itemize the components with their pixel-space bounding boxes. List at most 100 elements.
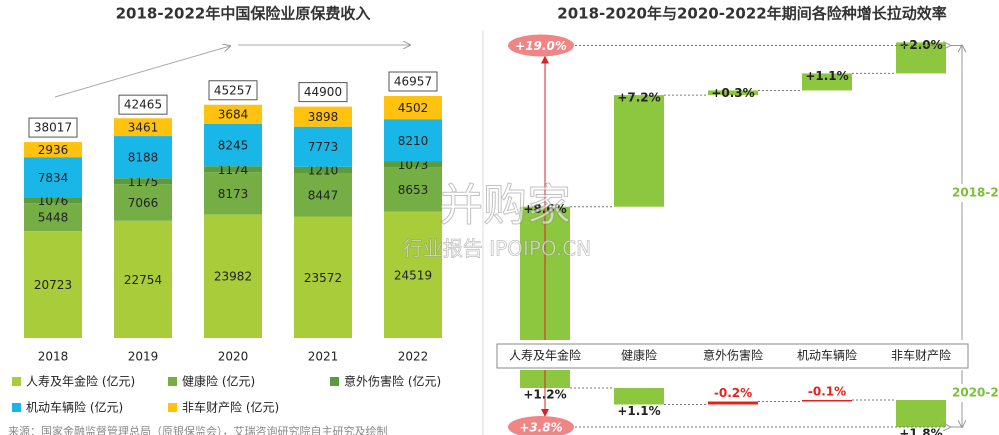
value-label: +7.2% <box>617 91 660 105</box>
segment-label: 1175 <box>128 175 159 189</box>
bar-segment <box>114 178 172 185</box>
segment-label: 8245 <box>218 138 249 152</box>
bar-segment <box>294 126 352 167</box>
total-label: 38017 <box>34 121 72 135</box>
waterfall-bar <box>708 401 758 405</box>
legend-label: 健康险 (亿元) <box>182 374 255 389</box>
legend-swatch <box>168 403 177 412</box>
segment-label: 8447 <box>308 188 339 202</box>
legend-swatch <box>330 377 339 386</box>
trend-arrow <box>54 46 230 98</box>
bar-segment <box>204 123 262 167</box>
bar-segment <box>204 214 262 338</box>
legend-swatch <box>12 403 21 412</box>
bar-segment <box>204 166 262 173</box>
watermark-logo: 并购家 <box>439 180 571 231</box>
total-label: 46957 <box>394 75 432 89</box>
value-label: -0.1% <box>808 385 846 399</box>
total-box <box>298 82 348 103</box>
waterfall-bar <box>708 90 758 96</box>
bar-segment <box>384 211 442 338</box>
bar-segment <box>384 167 442 212</box>
total-box <box>388 71 438 92</box>
bar-segment <box>294 166 352 173</box>
value-label: +1.1% <box>805 69 848 83</box>
range-label: 2020-2022年 <box>952 385 999 400</box>
range-bg <box>948 384 999 402</box>
bar-segment <box>114 220 172 338</box>
total-box <box>208 80 258 101</box>
x-tick-label: 2018 <box>38 350 69 364</box>
segment-label: 8653 <box>398 183 429 197</box>
x-tick-label: 非车财产险 <box>891 348 951 363</box>
bar-segment <box>114 136 172 179</box>
segment-label: 2936 <box>38 143 69 157</box>
total-badge <box>508 34 574 57</box>
value-label: +0.3% <box>711 86 754 100</box>
segment-label: 3461 <box>128 121 159 135</box>
bar-segment <box>24 197 82 204</box>
waterfall-bar <box>896 42 946 74</box>
value-label: -0.2% <box>714 386 752 400</box>
segment-label: 1210 <box>308 163 339 177</box>
bar-segment <box>114 184 172 221</box>
watermark-text: 行业报告 IPOIPO.CN <box>403 237 591 261</box>
bar-segment <box>294 106 352 127</box>
x-tick-label: 2021 <box>308 350 339 364</box>
total-label: +19.0% <box>515 39 567 53</box>
legend-label: 机动车辆险 (亿元) <box>26 400 123 415</box>
value-label: +1.1% <box>617 404 660 418</box>
segment-label: 8173 <box>218 187 249 201</box>
segment-label: 23982 <box>214 270 252 284</box>
x-tick-label: 意外伤害险 <box>703 348 763 363</box>
waterfall-bar <box>802 400 852 402</box>
x-tick-label: 人寿及年金险 <box>509 348 581 363</box>
segment-label: 3898 <box>308 110 339 124</box>
legend-label: 意外伤害险 (亿元) <box>344 374 441 389</box>
right-title: 2018-2020年与2020-2022年期间各险种增长拉动效率 <box>557 5 946 23</box>
waterfall-bar <box>614 388 664 405</box>
bar-segment <box>384 161 442 168</box>
total-label: 42465 <box>124 98 162 112</box>
legend-label: 非车财产险 (亿元) <box>182 400 279 415</box>
waterfall-bar <box>802 73 852 91</box>
left-title: 2018-2022年中国保险业原保费收入 <box>116 5 371 23</box>
segment-label: 7834 <box>38 171 69 185</box>
bar-segment <box>204 104 262 124</box>
bar-segment <box>24 203 82 232</box>
bar-segment <box>384 119 442 162</box>
segment-label: 7773 <box>308 140 339 154</box>
bar-segment <box>24 157 82 198</box>
total-badge <box>508 416 574 435</box>
range-bg <box>948 184 999 202</box>
total-label: 45257 <box>214 83 252 97</box>
x-tick-label: 2019 <box>128 350 159 364</box>
segment-label: 20723 <box>34 278 72 292</box>
segment-label: 1174 <box>218 163 249 177</box>
source: 来源：国家金融监督管理总局（原银保监会），艾瑞咨询研究院自主研究及绘制 <box>8 424 388 435</box>
x-tick-label: 2020 <box>218 350 249 364</box>
waterfall-bar <box>896 400 946 427</box>
x-tick-label: 机动车辆险 <box>797 348 857 363</box>
x-tick-label: 健康险 <box>621 348 657 363</box>
segment-label: 3684 <box>218 108 249 122</box>
category-box <box>496 343 969 369</box>
legend-label: 人寿及年金险 (亿元) <box>26 374 135 389</box>
total-box <box>118 94 168 115</box>
segment-label: 5448 <box>38 211 69 225</box>
bar-segment <box>294 172 352 217</box>
value-label: +2.0% <box>899 38 942 52</box>
bar-segment <box>204 172 262 215</box>
value-label: +1.8% <box>899 427 942 435</box>
legend-swatch <box>12 377 21 386</box>
segment-label: 24519 <box>394 268 432 282</box>
bar-segment <box>294 216 352 338</box>
x-tick-label: 2022 <box>398 350 429 364</box>
bar-segment <box>114 118 172 137</box>
total-label: 44900 <box>304 85 342 99</box>
segment-label: 8210 <box>398 134 429 148</box>
total-label: +3.8% <box>519 421 562 435</box>
bar-segment <box>24 142 82 158</box>
segment-label: 8188 <box>128 151 159 165</box>
